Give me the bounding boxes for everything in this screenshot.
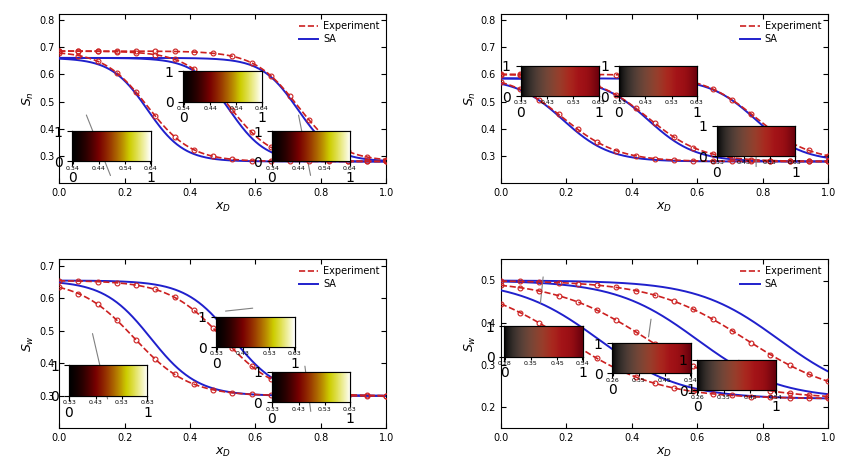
Line: Experiment: Experiment [500, 304, 827, 398]
SA [822, 396, 832, 401]
SA [231, 390, 241, 396]
SA [381, 393, 391, 399]
Legend: Experiment, SA: Experiment, SA [738, 264, 822, 291]
Line: SA: SA [59, 283, 386, 396]
Experiment [248, 392, 258, 397]
Experiment [248, 158, 258, 164]
SA [763, 159, 773, 164]
Experiment [209, 154, 219, 159]
SA [763, 394, 773, 400]
SA [209, 156, 219, 162]
Experiment [814, 396, 825, 401]
SA [652, 374, 663, 379]
SA [322, 393, 332, 399]
Experiment [373, 159, 383, 164]
SA [495, 81, 506, 87]
Y-axis label: $S_{n}$: $S_{n}$ [463, 91, 478, 106]
Experiment [651, 156, 661, 161]
SA [381, 159, 391, 164]
Experiment [814, 159, 825, 164]
Experiment [54, 50, 64, 56]
Experiment [211, 387, 221, 393]
Line: Experiment: Experiment [59, 288, 386, 396]
Experiment [322, 393, 332, 399]
SA [322, 159, 332, 164]
Experiment [822, 396, 832, 401]
Y-axis label: $S_{n}$: $S_{n}$ [21, 91, 36, 106]
SA [211, 387, 221, 392]
X-axis label: $x_D$: $x_D$ [656, 201, 672, 214]
Y-axis label: $S_{w}$: $S_{w}$ [21, 335, 36, 352]
Line: SA: SA [500, 84, 827, 161]
Legend: Experiment, SA: Experiment, SA [296, 19, 381, 46]
SA [672, 158, 682, 164]
Experiment [763, 395, 773, 400]
Experiment [672, 386, 682, 392]
Line: SA: SA [59, 59, 386, 161]
Line: Experiment: Experiment [59, 53, 386, 161]
SA [231, 158, 241, 164]
Experiment [381, 159, 391, 164]
X-axis label: $x_D$: $x_D$ [656, 446, 672, 459]
Experiment [209, 387, 219, 393]
Experiment [690, 158, 700, 164]
Legend: Experiment, SA: Experiment, SA [738, 19, 822, 46]
SA [814, 396, 825, 401]
SA [822, 159, 832, 164]
SA [672, 381, 682, 387]
SA [54, 280, 64, 286]
Experiment [822, 159, 832, 164]
SA [209, 386, 219, 392]
SA [690, 159, 700, 164]
Experiment [652, 381, 663, 387]
SA [211, 157, 221, 162]
Experiment [211, 154, 221, 160]
Experiment [231, 157, 241, 162]
SA [248, 392, 258, 397]
X-axis label: $x_D$: $x_D$ [214, 201, 230, 214]
Experiment [652, 156, 663, 162]
X-axis label: $x_D$: $x_D$ [214, 446, 230, 459]
Experiment [672, 158, 682, 163]
Y-axis label: $S_{w}$: $S_{w}$ [463, 335, 478, 352]
Line: Experiment: Experiment [500, 82, 827, 161]
Experiment [322, 159, 332, 164]
Experiment [690, 389, 700, 395]
Experiment [54, 285, 64, 290]
SA [690, 386, 700, 391]
Experiment [495, 79, 506, 85]
SA [651, 157, 661, 163]
SA [373, 159, 383, 164]
Experiment [763, 159, 773, 164]
SA [54, 56, 64, 61]
SA [248, 159, 258, 164]
SA [495, 288, 506, 293]
SA [651, 373, 661, 378]
Experiment [495, 301, 506, 307]
SA [652, 157, 663, 163]
Legend: Experiment, SA: Experiment, SA [296, 264, 381, 291]
SA [373, 393, 383, 399]
Experiment [231, 390, 241, 396]
Line: SA: SA [500, 290, 827, 398]
Experiment [381, 393, 391, 399]
Experiment [651, 381, 661, 387]
Experiment [373, 393, 383, 399]
SA [814, 159, 825, 164]
